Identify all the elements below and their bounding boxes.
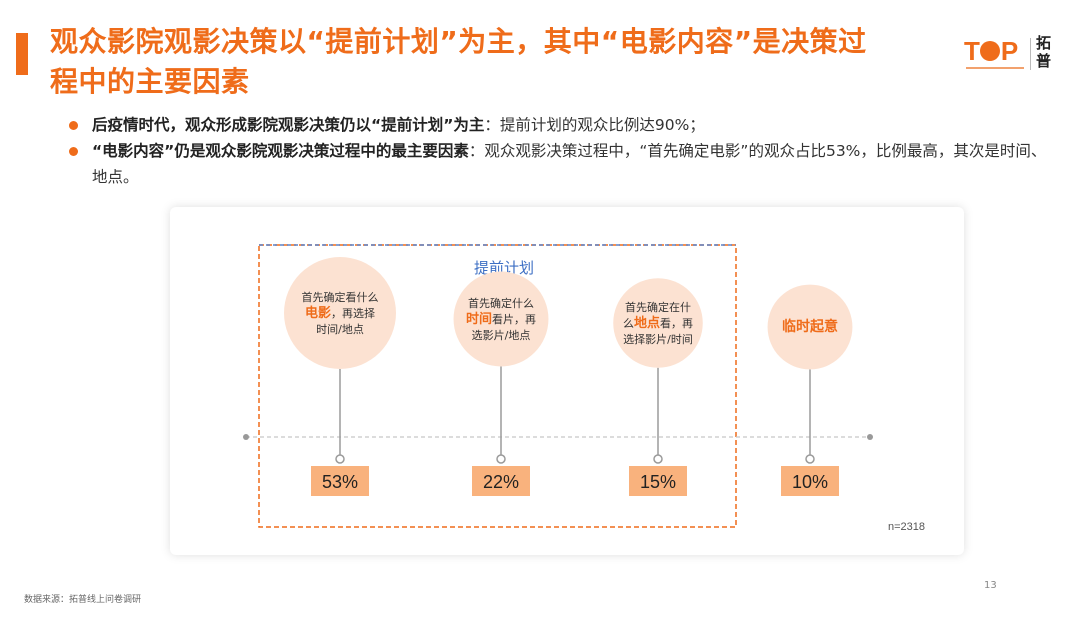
- value-box: [781, 466, 839, 496]
- bubble-label-line: 选影片/地点: [472, 329, 531, 342]
- bubble-label-line: 时间看片，再: [466, 311, 536, 327]
- page-number: 13: [984, 580, 997, 591]
- page-title-line-2: 程中的主要因素: [50, 65, 250, 98]
- logo-divider: [1030, 38, 1031, 70]
- planned-group-box: [258, 244, 737, 528]
- bullet-dot-icon: [69, 121, 78, 130]
- sample-size-label: n=2318: [888, 521, 925, 533]
- bubble-label-line: 时间/地点: [316, 323, 364, 336]
- bubble-label-line: 临时起意: [782, 318, 838, 335]
- bullet-bold-text: 后疫情时代，观众形成影院观影决策仍以“提前计划”为主: [92, 116, 485, 134]
- value-label: 10%: [792, 472, 828, 492]
- bubble-label-line: 首先确定看什么: [302, 290, 379, 304]
- bullet-list: 后疫情时代，观众形成影院观影决策仍以“提前计划”为主：提前计划的观众比例达90%…: [64, 112, 1054, 190]
- connector-end-dot: [335, 454, 345, 464]
- category-bubble: [453, 271, 549, 367]
- data-source-note: 数据来源：拓普线上问卷调研: [24, 595, 142, 605]
- value-label: 22%: [483, 472, 519, 492]
- value-label: 15%: [640, 472, 676, 492]
- logo-chinese: 拓普: [1036, 34, 1052, 70]
- connector-end-dot: [653, 454, 663, 464]
- bubble-label-line: 么地点看，再: [623, 315, 693, 331]
- title-accent-bar: [16, 33, 28, 75]
- category-bubble: [613, 278, 703, 368]
- bubble-label-line: 首先确定什么: [468, 296, 534, 310]
- value-box: [311, 466, 369, 496]
- connector-end-dot: [496, 454, 506, 464]
- chart-card: 提前计划首先确定看什么 电影，再选择 时间/地点 53% 首先确定什么 时间看片，再 选影片…: [170, 207, 964, 555]
- planned-group-label: 提前计划: [474, 259, 534, 277]
- category-bubble: [284, 257, 396, 369]
- bullet-text: ：提前计划的观众比例达90%；: [484, 116, 705, 134]
- bubble-label-line: 首先确定在什: [625, 300, 691, 314]
- logo-o-icon: [979, 41, 1000, 61]
- bubble-label-line: 电影，再选择: [305, 305, 375, 321]
- timeline-end-dot: [867, 434, 873, 440]
- timeline-start-dot: [243, 434, 249, 440]
- bullet-bold-text: “电影内容”仍是观众影院观影决策过程中的最主要因素: [92, 142, 469, 160]
- page-title: 观众影院观影决策以“提前计划”为主，其中“电影内容”是决策过 程中的主要因素: [50, 22, 950, 102]
- connector-end-dot: [805, 454, 815, 464]
- bullet-dot-icon: [69, 147, 78, 156]
- bullet-text: ：观众观影决策过程中，“首先确定电影”的观众占比53%，比例最高，其次是时间、地…: [92, 142, 1047, 186]
- value-box: [629, 466, 687, 496]
- category-bubble: [767, 284, 853, 370]
- bullet-item: “电影内容”仍是观众影院观影决策过程中的最主要因素：观众观影决策过程中，“首先确…: [64, 138, 1054, 190]
- value-box: [472, 466, 530, 496]
- page-title-line-1: 观众影院观影决策以“提前计划”为主，其中“电影内容”是决策过: [50, 25, 867, 58]
- value-label: 53%: [322, 472, 358, 492]
- logo-underline: [966, 67, 1024, 69]
- bubble-label-line: 选择影片/时间: [623, 332, 693, 346]
- bullet-item: 后疫情时代，观众形成影院观影决策仍以“提前计划”为主：提前计划的观众比例达90%…: [64, 112, 1054, 138]
